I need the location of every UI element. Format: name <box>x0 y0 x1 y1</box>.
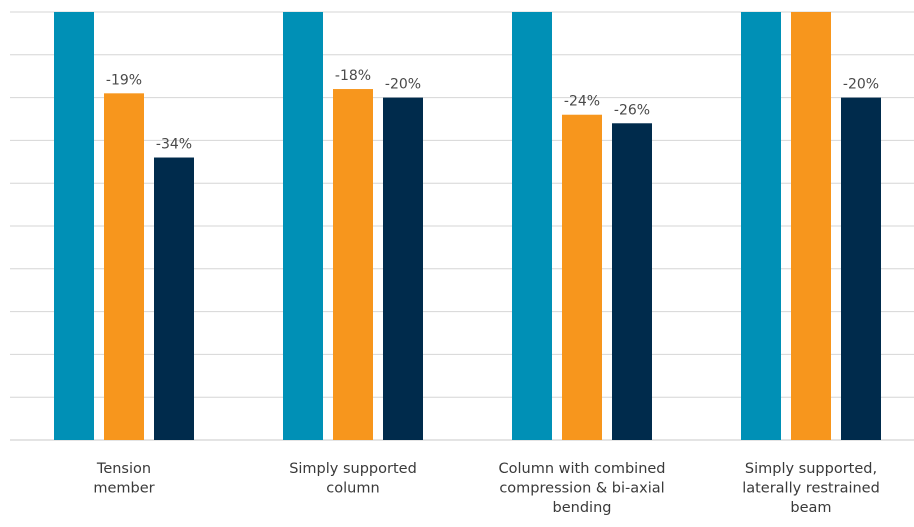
category-label-line: column <box>326 481 379 497</box>
bar-series3-cat4 <box>841 97 881 440</box>
category-label-line: compression & bi-axial <box>499 481 664 497</box>
data-label: -20% <box>385 77 421 93</box>
bar-series2-cat3 <box>562 114 602 440</box>
bar-series2-cat4 <box>791 12 831 440</box>
bar-series3-cat3 <box>612 123 652 440</box>
category-label-line: member <box>93 481 154 497</box>
bar-series1-cat3 <box>512 12 552 440</box>
bars <box>54 12 881 440</box>
category-label: Tension member <box>93 461 154 497</box>
data-labels: -19% -18% -24% -34% -20% -26% -20% <box>106 68 879 152</box>
category-label: Simply supported, laterally restrained bea… <box>742 461 880 516</box>
category-label-line: Simply supported <box>289 461 417 477</box>
category-label: Column with combined compression & bi-axi… <box>498 461 665 516</box>
data-label: -24% <box>564 94 600 110</box>
data-label: -34% <box>156 137 192 153</box>
data-label: -20% <box>843 77 879 93</box>
data-label: -18% <box>335 68 371 84</box>
category-label: Simply supported column <box>289 461 417 497</box>
category-label-line: Simply supported, <box>745 461 877 477</box>
bar-series2-cat2 <box>333 89 373 440</box>
data-label: -26% <box>614 102 650 118</box>
bar-series3-cat1 <box>154 157 194 440</box>
bar-series3-cat2 <box>383 97 423 440</box>
bar-series1-cat1 <box>54 12 94 440</box>
bar-series1-cat4 <box>741 12 781 440</box>
bar-series1-cat2 <box>283 12 323 440</box>
category-label-line: laterally restrained <box>742 481 880 497</box>
category-label-line: beam <box>790 500 831 516</box>
data-label: -19% <box>106 72 142 88</box>
category-label-line: Tension <box>96 461 151 477</box>
category-labels: Tension member Simply supported column Colum… <box>93 461 879 516</box>
bar-series2-cat1 <box>104 93 144 440</box>
category-label-line: bending <box>553 500 612 516</box>
category-label-line: Column with combined <box>498 461 665 477</box>
